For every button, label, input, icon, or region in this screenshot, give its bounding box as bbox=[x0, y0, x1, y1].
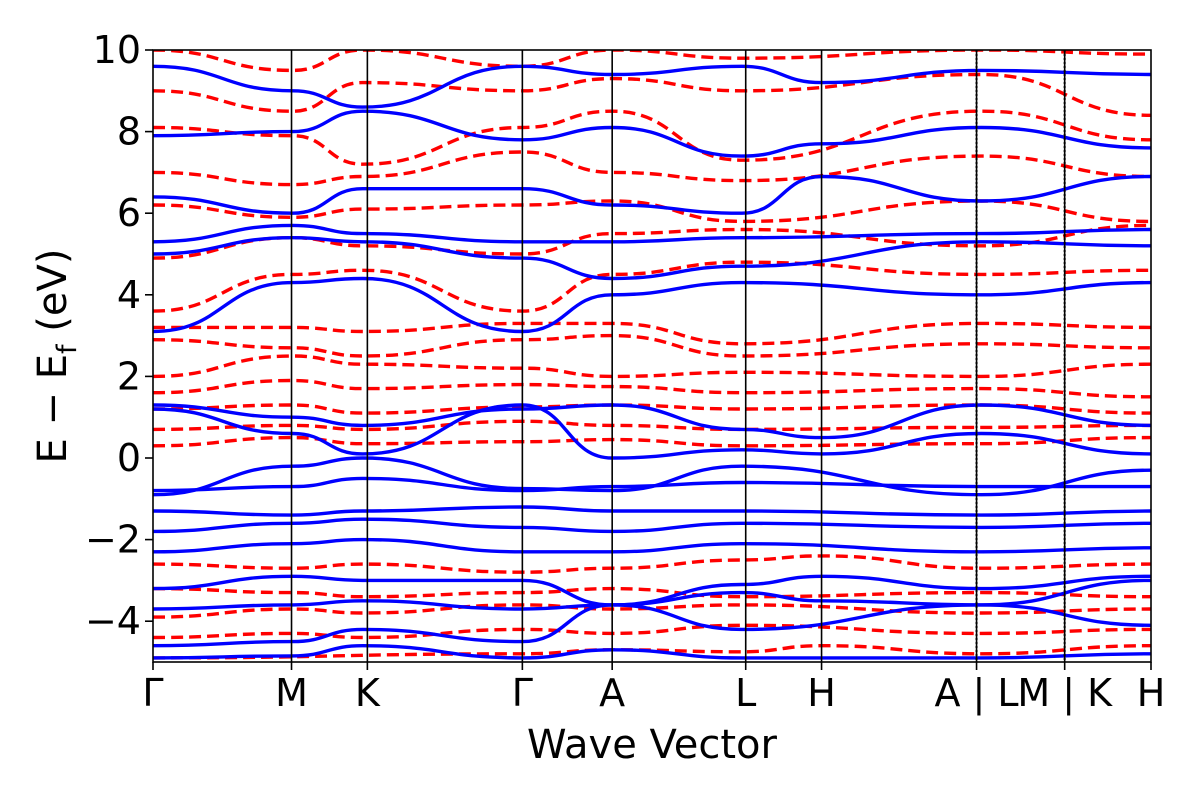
solid-band-16 bbox=[153, 64, 1151, 109]
solid-band-7 bbox=[153, 476, 1151, 493]
dashed-band-1 bbox=[153, 623, 1151, 640]
solid-band-4 bbox=[153, 537, 1151, 554]
x-tick-label: K bbox=[355, 671, 381, 715]
y-tick-label: −4 bbox=[85, 599, 141, 643]
y-axis-label-main: E − E bbox=[30, 354, 76, 464]
solid-band-14 bbox=[153, 174, 1151, 215]
y-axis-label-subscript: f bbox=[52, 343, 83, 354]
solid-band-6 bbox=[153, 505, 1151, 517]
band-lines bbox=[153, 50, 1151, 660]
dashed-band-18 bbox=[153, 50, 1151, 73]
x-tick-label: M bbox=[275, 671, 308, 715]
dashed-band-12 bbox=[153, 260, 1151, 313]
x-tick-label: H bbox=[807, 671, 836, 715]
x-tick-label: A bbox=[599, 671, 625, 715]
dashed-band-6 bbox=[153, 419, 1151, 432]
y-axis-label: E − Ef (eV) bbox=[30, 249, 83, 464]
dashed-band-11 bbox=[153, 321, 1151, 346]
y-tick-label: 10 bbox=[93, 28, 141, 72]
solid-band-0 bbox=[153, 643, 1151, 660]
solid-band-15 bbox=[153, 109, 1151, 158]
dashed-band-15 bbox=[153, 150, 1151, 187]
y-axis-label-unit: (eV) bbox=[30, 249, 76, 345]
y-tick-label: 0 bbox=[117, 436, 141, 480]
dashed-band-0 bbox=[153, 643, 1151, 660]
solid-band-10 bbox=[153, 403, 1151, 440]
dashed-band-8 bbox=[153, 378, 1151, 399]
x-axis-label: Wave Vector bbox=[527, 722, 778, 768]
y-tick-label: 4 bbox=[117, 273, 141, 317]
solid-band-8 bbox=[153, 456, 1151, 497]
y-tick-label: 8 bbox=[117, 110, 141, 154]
solid-band-12 bbox=[153, 235, 1151, 281]
dashed-band-5 bbox=[153, 435, 1151, 448]
solid-band-3 bbox=[153, 574, 1151, 607]
y-tick-label: −2 bbox=[85, 518, 141, 562]
high-symmetry-lines bbox=[290, 50, 1066, 662]
y-tick-label: 2 bbox=[117, 354, 141, 398]
solid-band-2 bbox=[153, 578, 1151, 611]
solid-band-5 bbox=[153, 517, 1151, 534]
solid-band-1 bbox=[153, 603, 1151, 648]
dashed-band-4 bbox=[153, 554, 1151, 574]
solid-band-13 bbox=[153, 223, 1151, 244]
x-tick-label: M | K bbox=[1017, 671, 1113, 716]
x-tick-label: L bbox=[735, 671, 756, 715]
x-tick-label: Γ bbox=[142, 671, 163, 715]
dashed-band-17 bbox=[153, 72, 1151, 117]
y-tick-label: 6 bbox=[117, 191, 141, 235]
x-tick-label: A | L bbox=[934, 671, 1018, 716]
x-tick-label: Γ bbox=[512, 671, 533, 715]
plot-frame bbox=[152, 49, 1152, 663]
solid-band-9 bbox=[153, 403, 1151, 460]
y-axis-ticks: −4 −2 0 2 4 6 8 10 bbox=[85, 28, 153, 643]
dashed-band-9 bbox=[153, 354, 1151, 379]
dashed-band-16 bbox=[153, 109, 1151, 166]
x-tick-label: H bbox=[1137, 671, 1166, 715]
dashed-band-10 bbox=[153, 333, 1151, 358]
x-axis-ticks: Γ M K Γ A L H A | LM | K H bbox=[142, 662, 1165, 716]
dashed-band-3 bbox=[153, 586, 1151, 599]
solid-band-11 bbox=[153, 276, 1151, 334]
